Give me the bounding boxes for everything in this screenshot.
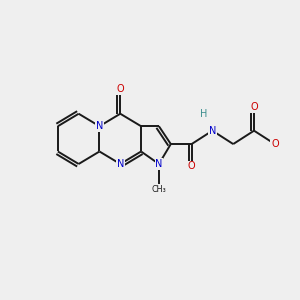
Text: N: N: [96, 121, 103, 131]
Text: O: O: [271, 139, 279, 149]
Text: N: N: [117, 159, 124, 169]
Text: O: O: [116, 84, 124, 94]
Text: H: H: [200, 109, 207, 119]
Text: N: N: [209, 126, 216, 136]
Text: N: N: [155, 159, 163, 169]
Text: CH₃: CH₃: [152, 185, 166, 194]
Text: O: O: [250, 102, 258, 112]
Text: O: O: [188, 161, 195, 171]
